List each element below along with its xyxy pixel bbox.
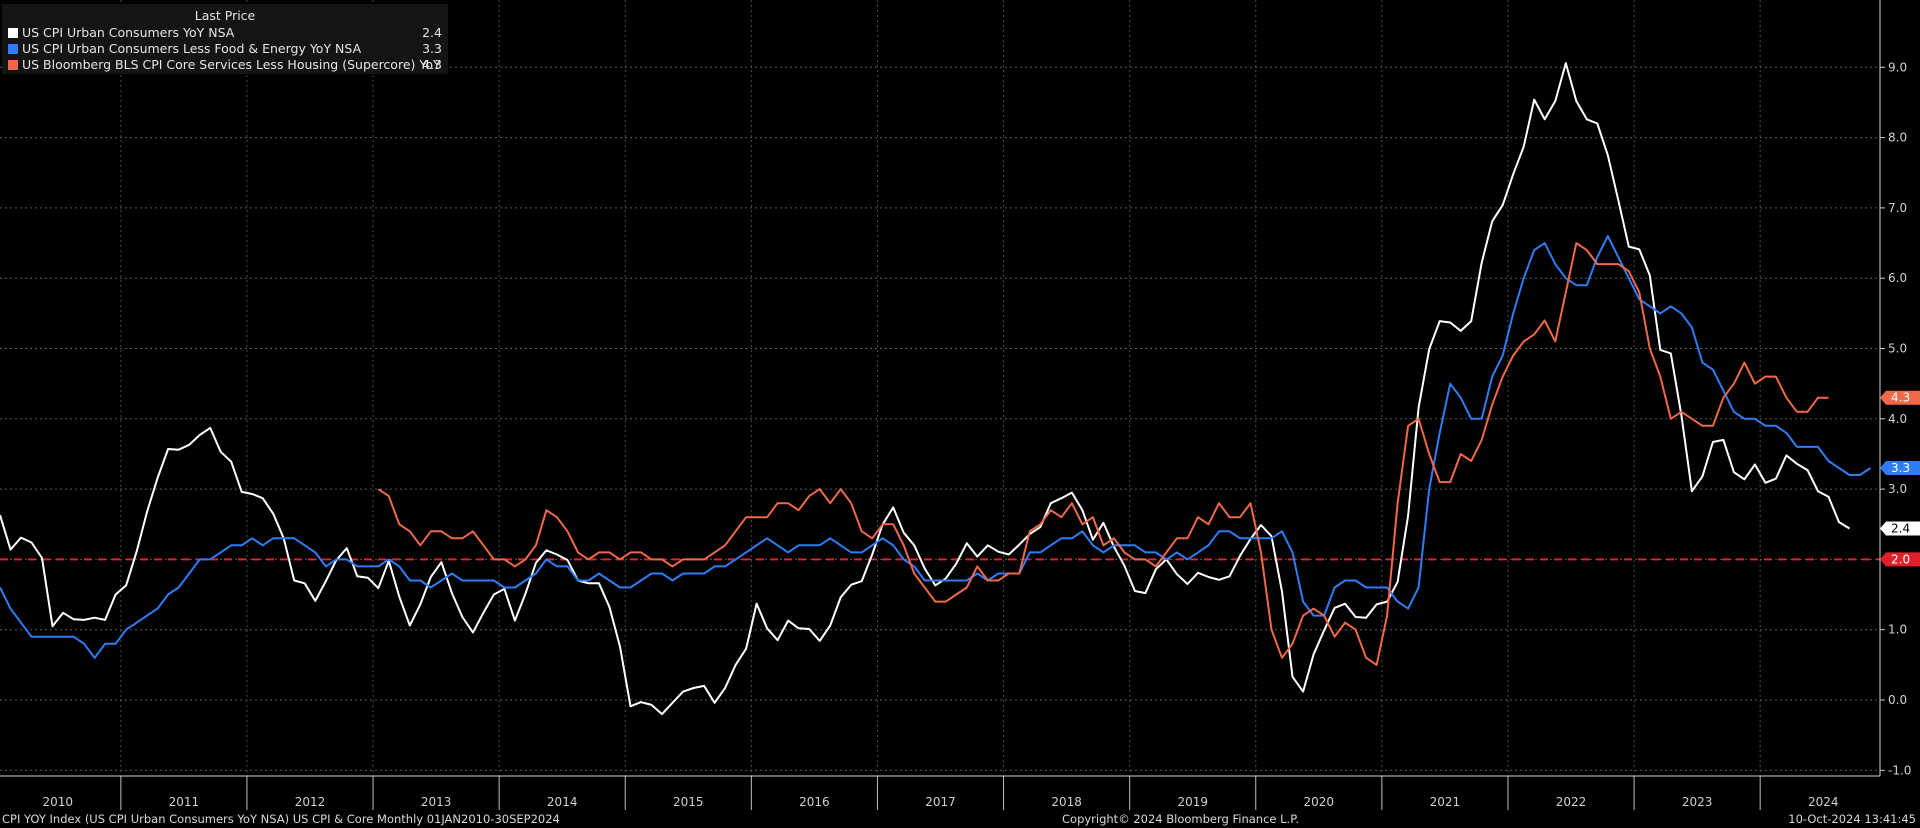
series-line-2 <box>377 242 1829 666</box>
x-axis: 2010 2011 2012 2013 2014 2015 2016 2017 2018 2019… <box>0 775 1880 810</box>
y-axis: -1.0 0.0 1.0 2.0 3.0 4.0 5.0 6.0 7.0 8.0 9.0 2.4 3.3… <box>1879 0 1920 777</box>
legend-item-value: 2.4 <box>422 25 442 40</box>
y-tick-label: 3.0 <box>1888 482 1907 496</box>
y-tick-label: 7.0 <box>1888 201 1907 215</box>
footer-copyright: Copyright© 2024 Bloomberg Finance L.P. <box>1062 812 1299 826</box>
last-value-tag-bg <box>1880 461 1920 476</box>
last-value-tag-bg <box>1880 552 1920 567</box>
x-tick-label: 2018 <box>1051 795 1082 809</box>
x-tick-label: 2024 <box>1808 795 1839 809</box>
y-tick-label: 6.0 <box>1888 271 1907 285</box>
y-tick-label: 5.0 <box>1888 342 1907 356</box>
series-line-0 <box>0 62 1851 716</box>
x-tick-label: 2014 <box>547 795 578 809</box>
x-tick-label: 2011 <box>169 795 200 809</box>
last-value-tag: 2.0 <box>1880 552 1920 567</box>
legend-header: Last Price <box>194 8 256 23</box>
last-value-tag-text: 2.4 <box>1891 521 1910 535</box>
y-tick-label: 9.0 <box>1888 60 1907 74</box>
legend-item-value: 4.3 <box>422 57 442 72</box>
x-tick-label: 2010 <box>43 795 74 809</box>
legend-item-value: 3.3 <box>422 41 442 56</box>
x-tick-label: 2021 <box>1430 795 1461 809</box>
legend-item-supercore: US Bloomberg BLS CPI Core Services Less … <box>8 57 442 72</box>
chart-grid <box>0 0 1880 776</box>
x-tick-label: 2022 <box>1556 795 1587 809</box>
last-value-tag-text: 4.3 <box>1891 391 1910 405</box>
x-tick-label: 2016 <box>799 795 830 809</box>
legend-swatch-orange <box>8 60 18 70</box>
last-value-tag-text: 3.3 <box>1891 461 1910 475</box>
x-tick-label: 2013 <box>421 795 452 809</box>
legend-item-core-cpi: US CPI Urban Consumers Less Food & Energ… <box>8 41 442 56</box>
x-tick-label: 2015 <box>673 795 704 809</box>
chart-legend: Last Price US CPI Urban Consumers YoY NS… <box>2 4 448 74</box>
last-value-tag-bg <box>1880 521 1920 536</box>
last-value-tag: 4.3 <box>1880 390 1920 405</box>
y-tick-label: -1.0 <box>1888 763 1911 777</box>
y-tick-label: 1.0 <box>1888 623 1907 637</box>
footer-timestamp: 10-Oct-2024 13:41:45 <box>1788 812 1916 826</box>
last-value-tag: 3.3 <box>1880 461 1920 476</box>
last-value-tag-text: 2.0 <box>1891 552 1910 566</box>
x-tick-label: 2023 <box>1682 795 1713 809</box>
legend-swatch-white <box>8 28 18 38</box>
series-line-1 <box>0 235 1872 659</box>
last-value-tag: 2.4 <box>1880 521 1920 536</box>
footer-ticker-description: CPI YOY Index (US CPI Urban Consumers Yo… <box>2 812 560 826</box>
last-value-tag-bg <box>1880 390 1920 405</box>
chart-plot-area <box>0 62 1880 716</box>
legend-item-label: US Bloomberg BLS CPI Core Services Less … <box>22 57 441 72</box>
legend-swatch-blue <box>8 44 18 54</box>
y-tick-label: 8.0 <box>1888 131 1907 145</box>
x-tick-label: 2019 <box>1177 795 1208 809</box>
legend-item-label: US CPI Urban Consumers YoY NSA <box>22 25 235 40</box>
legend-item-cpi: US CPI Urban Consumers YoY NSA 2.4 <box>8 25 442 40</box>
legend-item-label: US CPI Urban Consumers Less Food & Energ… <box>22 41 362 56</box>
x-tick-label: 2012 <box>295 795 326 809</box>
x-tick-label: 2020 <box>1304 795 1335 809</box>
y-tick-label: 0.0 <box>1888 693 1907 707</box>
y-tick-label: 4.0 <box>1888 412 1907 426</box>
x-tick-label: 2017 <box>925 795 956 809</box>
